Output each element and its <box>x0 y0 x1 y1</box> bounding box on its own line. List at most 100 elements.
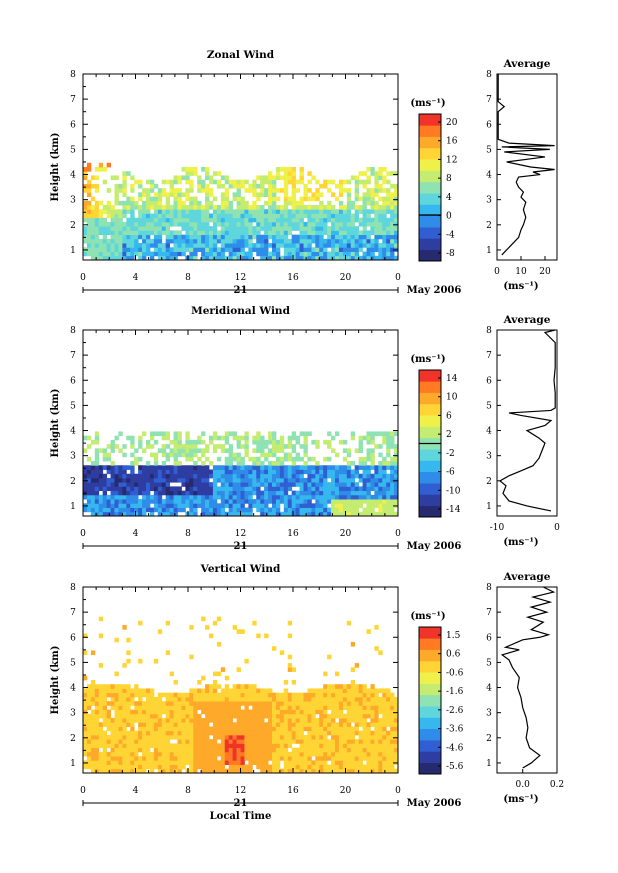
heatmap-cell <box>118 768 123 774</box>
average-frame <box>496 586 558 774</box>
heatmap-cell <box>354 760 360 765</box>
heatmap-cell <box>110 730 115 736</box>
heatmap-cell <box>342 747 348 753</box>
heatmap-cell <box>102 713 108 719</box>
heatmap-cell <box>146 722 151 727</box>
heatmap-cell <box>394 696 399 702</box>
heatmap-cell <box>209 764 214 770</box>
heatmap-cell <box>236 213 241 219</box>
heatmap-cell <box>319 490 324 496</box>
heatmap-cell <box>244 692 249 698</box>
heatmap-cell <box>264 486 269 492</box>
heatmap-cell <box>110 751 115 757</box>
heatmap-cell <box>181 167 186 172</box>
heatmap-cell <box>165 507 171 513</box>
heatmap-cell <box>165 511 171 517</box>
heatmap-cell <box>114 217 119 223</box>
heatmap-cell <box>260 192 265 197</box>
heatmap-cell <box>260 461 265 466</box>
heatmap-cell <box>228 499 234 504</box>
heatmap-cell <box>216 230 222 236</box>
y-tick-label: 5 <box>70 658 76 668</box>
heatmap-cell <box>193 768 198 774</box>
heatmap-cell <box>216 722 222 727</box>
heatmap-cell <box>98 751 104 757</box>
heatmap-cell <box>205 238 210 244</box>
average-x-tick-label: -10 <box>490 523 505 533</box>
heatmap-cell <box>346 217 352 223</box>
heatmap-cell <box>374 713 379 719</box>
heatmap-cell <box>275 705 281 710</box>
heatmap-cell <box>272 238 277 244</box>
heatmap-cell <box>342 482 348 487</box>
heatmap-cell <box>185 503 190 508</box>
heatmap-cell <box>98 688 104 694</box>
heatmap-cell <box>338 217 344 223</box>
average-x-tick-label: 10 <box>515 267 527 277</box>
heatmap-cell <box>327 444 332 449</box>
heatmap-cell <box>110 461 115 466</box>
heatmap-cell <box>189 188 194 193</box>
heatmap-cell <box>177 747 182 753</box>
heatmap-cell <box>201 230 206 236</box>
heatmap-cell <box>275 255 281 261</box>
heatmap-cell <box>102 507 108 513</box>
heatmap-cell <box>122 734 127 740</box>
colorbar-segment <box>419 627 441 639</box>
heatmap-cell <box>256 713 261 719</box>
heatmap-cell <box>295 255 300 261</box>
heatmap-cell <box>110 722 115 727</box>
heatmap-cell <box>153 473 159 479</box>
heatmap-cell <box>338 473 344 479</box>
heatmap-cell <box>114 477 119 483</box>
heatmap-cell <box>224 688 230 694</box>
heatmap-cell <box>244 444 249 449</box>
heatmap-cell <box>228 718 234 723</box>
heatmap-cell <box>94 238 100 244</box>
heatmap-cell <box>244 734 249 740</box>
heatmap-cell <box>130 701 135 706</box>
heatmap-cell <box>268 435 273 441</box>
heatmap-cell <box>122 234 127 240</box>
heatmap-cell <box>382 503 387 508</box>
heatmap-cell <box>157 431 163 437</box>
heatmap-cell <box>327 234 332 240</box>
colorbar-segment <box>419 136 441 149</box>
heatmap-cell <box>193 247 198 252</box>
heatmap-cell <box>323 718 328 723</box>
heatmap-cell <box>83 688 88 694</box>
heatmap-cell <box>98 743 104 749</box>
heatmap-cell <box>177 435 182 441</box>
heatmap-cell <box>354 722 360 727</box>
heatmap-cell <box>319 705 324 710</box>
heatmap-cell <box>153 461 159 466</box>
heatmap-cell <box>177 499 182 504</box>
heatmap-cell <box>264 764 269 770</box>
heatmap-cell <box>228 730 234 736</box>
heatmap-cell <box>181 743 186 749</box>
heatmap-cell <box>216 435 222 441</box>
heatmap-cell <box>323 696 328 702</box>
heatmap-cell <box>346 756 352 761</box>
heatmap-cell <box>378 722 383 727</box>
heatmap-cell <box>283 722 289 727</box>
heatmap-cell <box>268 692 273 698</box>
heatmap-cell <box>335 494 340 500</box>
heatmap-cell <box>201 734 206 740</box>
heatmap-cell <box>350 473 356 479</box>
heatmap-cell <box>275 473 281 479</box>
heatmap-cell <box>378 461 383 466</box>
heatmap-cell <box>244 213 249 219</box>
heatmap-cell <box>394 230 399 236</box>
average-y-tick-label: 1 <box>486 759 492 769</box>
heatmap-cell <box>287 179 293 185</box>
heatmap-cell <box>303 435 308 441</box>
heatmap-cell <box>386 734 391 740</box>
heatmap-cell <box>386 251 391 257</box>
heatmap-cell <box>157 482 163 487</box>
heatmap-cell <box>374 213 379 219</box>
heatmap-cell <box>299 701 304 706</box>
heatmap-cell <box>342 179 348 185</box>
heatmap-cell <box>232 684 237 689</box>
